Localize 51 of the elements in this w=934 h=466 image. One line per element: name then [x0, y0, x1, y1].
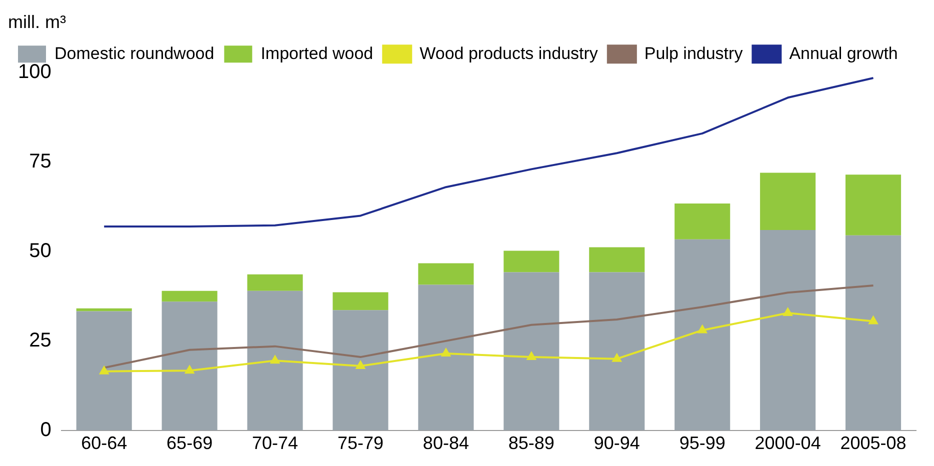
point	[441, 348, 450, 356]
bar	[504, 250, 560, 272]
point	[868, 316, 878, 324]
x-tick-label: 2005-08	[840, 433, 906, 454]
x-tick-label: 95-99	[679, 433, 726, 454]
y-tick-label: 75	[29, 150, 52, 173]
bar	[504, 272, 560, 430]
y-tick-label: 100	[18, 61, 52, 84]
bar	[76, 311, 132, 430]
bar	[332, 292, 388, 310]
legend-label: Pulp industry	[644, 44, 744, 63]
x-tick-label: 80-84	[422, 433, 469, 454]
bar	[162, 290, 218, 302]
bar	[674, 204, 730, 240]
point	[356, 360, 365, 369]
bar	[162, 302, 218, 430]
bar	[760, 172, 816, 230]
bar	[760, 230, 816, 430]
point	[783, 308, 792, 316]
x-tick-label: 2000-04	[754, 433, 821, 454]
y-tick-label: 25	[29, 329, 52, 352]
bar	[247, 290, 303, 430]
point	[698, 325, 707, 334]
x-tick-label: 60-64	[81, 433, 128, 454]
bar	[589, 272, 645, 430]
bar	[418, 284, 474, 430]
point	[526, 352, 536, 360]
bar	[247, 274, 303, 291]
y-axis-title: mill. m³	[8, 12, 66, 32]
bar	[845, 235, 902, 430]
legend-label: Annual growth	[789, 44, 898, 63]
bar	[418, 263, 474, 285]
x-tick-label: 70-74	[252, 433, 298, 454]
point	[185, 366, 194, 374]
bar	[845, 174, 902, 236]
point	[100, 366, 109, 374]
y-tick-label: 50	[29, 240, 52, 262]
x-tick-label: 65-69	[166, 433, 213, 454]
bar	[589, 247, 645, 272]
x-tick-label: 85-89	[508, 433, 554, 454]
legend-label: Domestic roundwood	[54, 44, 214, 63]
bar	[674, 239, 730, 430]
x-tick-label: 90-94	[594, 433, 640, 454]
bar	[332, 310, 388, 430]
legend-label: Wood products industry	[420, 44, 598, 63]
legend-label: Imported wood	[260, 44, 374, 63]
bar	[76, 308, 132, 312]
y-tick-label: 0	[40, 418, 52, 441]
point	[270, 356, 280, 364]
x-tick-label: 75-79	[337, 433, 384, 454]
point	[612, 354, 622, 362]
